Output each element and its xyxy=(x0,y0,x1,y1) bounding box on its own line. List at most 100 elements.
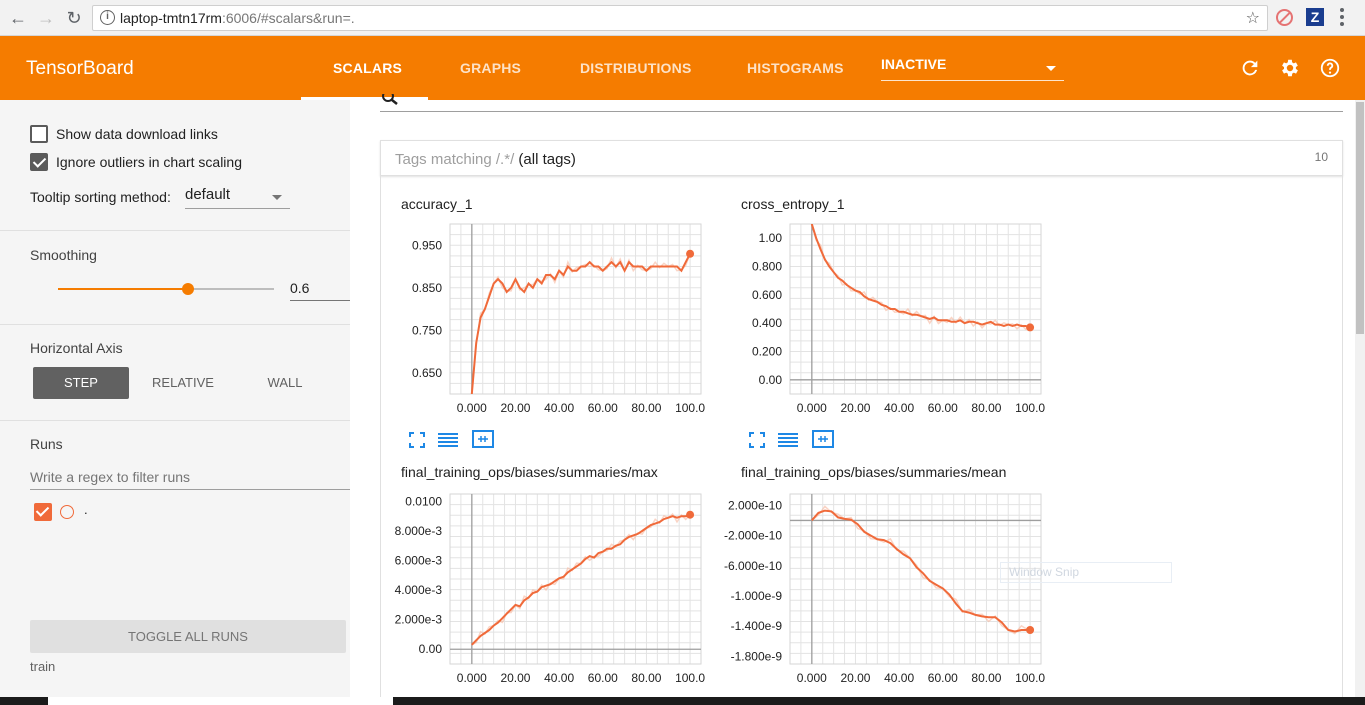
bookmark-star-icon[interactable]: ☆ xyxy=(1245,10,1260,27)
zotero-extension-icon[interactable]: Z xyxy=(1306,8,1324,26)
y-tick-label: -6.000e-10 xyxy=(724,559,782,573)
cross-entropy-chart[interactable]: 1.00 0.800 0.600 0.400 0.200 0.00 0.000 20.00 40… xyxy=(710,218,1080,428)
x-tick-label: 20.00 xyxy=(500,671,530,685)
y-tick-label: 0.750 xyxy=(412,323,442,337)
y-tick-label: 0.00 xyxy=(759,373,783,387)
list-icon[interactable] xyxy=(777,432,799,448)
toggle-all-runs-button[interactable]: TOGGLE ALL RUNS xyxy=(30,620,346,653)
browser-chrome: ← → ↻ i laptop-tmtn17rm:6006/#scalars&ru… xyxy=(0,0,1365,36)
x-tick-label: 100.0 xyxy=(1015,401,1045,415)
show-download-links-label: Show data download links xyxy=(56,126,218,142)
x-tick-label: 0.000 xyxy=(457,401,487,415)
x-tick-label: 100.0 xyxy=(675,401,705,415)
info-icon[interactable]: i xyxy=(100,10,115,25)
tab-histograms[interactable]: HISTOGRAMS xyxy=(747,60,844,76)
address-bar[interactable]: i laptop-tmtn17rm:6006/#scalars&run=. ☆ xyxy=(92,5,1268,31)
back-icon[interactable]: ← xyxy=(9,8,27,28)
sidebar: Show data download links Ignore outliers… xyxy=(0,100,350,705)
y-tick-label: 2.000e-10 xyxy=(728,498,782,512)
smoothing-title: Smoothing xyxy=(30,247,97,263)
chart-actions xyxy=(749,430,842,453)
refresh-icon[interactable] xyxy=(1239,57,1261,79)
x-tick-label: 100.0 xyxy=(1015,671,1045,685)
y-tick-label: 6.000e-3 xyxy=(395,554,443,568)
settings-gear-icon[interactable] xyxy=(1279,57,1301,79)
smoothing-value-input[interactable]: 0.6 xyxy=(290,276,350,301)
y-tick-label: 4.000e-3 xyxy=(395,583,443,597)
smoothing-slider-fill xyxy=(58,288,188,290)
chevron-down-icon xyxy=(1046,66,1056,71)
main-panel: Tags matching /.*/ (all tags) 10 accurac… xyxy=(350,94,1365,705)
smoothing-slider-handle[interactable] xyxy=(181,283,194,295)
scrollbar-thumb[interactable] xyxy=(1356,102,1364,334)
smoothed-series-line xyxy=(811,509,1031,633)
fit-domain-icon[interactable] xyxy=(471,430,494,448)
last-point-marker xyxy=(1026,323,1035,332)
chart-title: accuracy_1 xyxy=(401,196,473,212)
chart-grid-lines xyxy=(789,493,1042,665)
y-tick-label: 0.600 xyxy=(752,288,782,302)
tag-group-label: Tags matching /.*/ (all tags) xyxy=(395,151,576,168)
accuracy-chart[interactable]: 0.950 0.850 0.750 0.650 0.000 20.00 40.00 60.00… xyxy=(370,218,740,428)
y-tick-label: 0.400 xyxy=(752,316,782,330)
tag-filter-input[interactable] xyxy=(380,111,1343,112)
fullscreen-icon[interactable] xyxy=(409,432,425,448)
smoothed-series-line xyxy=(810,224,1031,329)
fullscreen-icon[interactable] xyxy=(749,432,765,448)
x-tick-label: 80.00 xyxy=(971,671,1001,685)
run-checkbox[interactable] xyxy=(34,503,52,521)
x-tick-label: 40.00 xyxy=(544,671,574,685)
biases-mean-chart[interactable]: 2.000e-10 -2.000e-10 -6.000e-10 -1.000e-9 -1… xyxy=(710,488,1080,698)
chart-title: cross_entropy_1 xyxy=(741,196,845,212)
y-tick-label: 2.000e-3 xyxy=(395,613,443,627)
axis-relative-button[interactable]: RELATIVE xyxy=(152,375,214,390)
tab-scalars[interactable]: SCALARS xyxy=(333,60,403,76)
x-tick-label: 40.00 xyxy=(884,671,914,685)
reload-icon[interactable]: ↻ xyxy=(66,8,82,28)
tab-distributions[interactable]: DISTRIBUTIONS xyxy=(580,60,692,76)
smoothed-series-line xyxy=(471,513,691,646)
ignore-outliers-checkbox[interactable] xyxy=(30,153,48,171)
x-tick-label: 60.00 xyxy=(588,401,618,415)
y-tick-label: 0.00 xyxy=(419,642,443,656)
x-tick-label: 0.000 xyxy=(457,671,487,685)
divider xyxy=(0,324,350,325)
smoothing-slider[interactable] xyxy=(58,283,274,295)
chart-actions xyxy=(409,430,502,453)
forward-icon[interactable]: → xyxy=(37,8,55,28)
y-tick-label: 0.200 xyxy=(752,345,782,359)
tag-group-header[interactable]: Tags matching /.*/ (all tags) 10 xyxy=(380,140,1343,176)
x-tick-label: 100.0 xyxy=(675,671,705,685)
x-tick-label: 80.00 xyxy=(631,671,661,685)
run-filter-input[interactable]: Write a regex to filter runs xyxy=(30,466,350,490)
browser-menu-icon[interactable] xyxy=(1340,8,1344,29)
scrollbar[interactable] xyxy=(1355,100,1365,705)
axis-wall-button[interactable]: WALL xyxy=(267,375,303,390)
fit-domain-icon[interactable] xyxy=(811,430,834,448)
x-tick-label: 40.00 xyxy=(544,401,574,415)
x-tick-label: 20.00 xyxy=(840,401,870,415)
url-text: laptop-tmtn17rm:6006/#scalars&run=. xyxy=(120,10,355,26)
inactive-dashboards-select[interactable]: INACTIVE xyxy=(881,56,1064,81)
run-color-radio[interactable] xyxy=(60,505,74,519)
taskbar xyxy=(0,697,1365,705)
tab-graphs[interactable]: GRAPHS xyxy=(460,60,522,76)
axis-step-button[interactable]: STEP xyxy=(33,367,129,399)
list-icon[interactable] xyxy=(437,432,459,448)
blocker-extension-icon[interactable] xyxy=(1276,9,1293,26)
help-icon[interactable] xyxy=(1319,57,1341,79)
x-tick-label: 60.00 xyxy=(588,671,618,685)
x-tick-label: 60.00 xyxy=(928,401,958,415)
x-tick-label: 0.000 xyxy=(797,401,827,415)
last-point-marker xyxy=(1026,626,1035,634)
x-tick-label: 80.00 xyxy=(971,401,1001,415)
y-tick-label: 0.650 xyxy=(412,366,442,380)
y-tick-label: 1.00 xyxy=(759,231,783,245)
divider xyxy=(0,230,350,231)
biases-max-chart[interactable]: 0.0100 8.000e-3 6.000e-3 4.000e-3 2.000e-3 0.… xyxy=(370,488,740,698)
tooltip-sorting-select[interactable]: default xyxy=(185,186,290,209)
y-tick-label: 8.000e-3 xyxy=(395,524,443,538)
horizontal-axis-title: Horizontal Axis xyxy=(30,340,123,356)
show-download-links-checkbox[interactable] xyxy=(30,125,48,143)
divider xyxy=(0,420,350,421)
